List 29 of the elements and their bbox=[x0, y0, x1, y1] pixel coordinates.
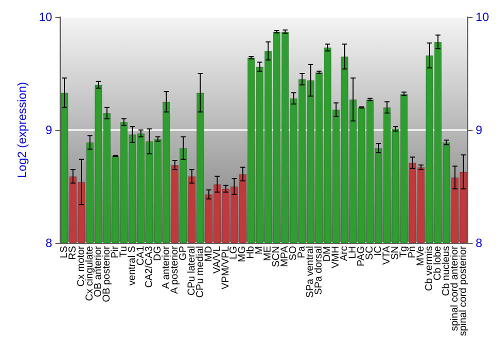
y-axis-title: Log2 (expression) bbox=[15, 82, 29, 178]
y-tick-label: 8 bbox=[46, 236, 53, 250]
x-tick-label: OB posterior bbox=[101, 245, 112, 302]
x-tick-label: RS bbox=[67, 246, 78, 260]
y2-tick-label: 10 bbox=[476, 10, 490, 24]
x-tick-label: DG bbox=[152, 246, 164, 261]
x-tick-label: Pir bbox=[110, 245, 121, 258]
x-tick-label: CA1 bbox=[135, 246, 146, 266]
y2-tick-label: 8 bbox=[476, 236, 483, 250]
y-tick-label: 10 bbox=[38, 10, 53, 24]
x-tick-label: Tg bbox=[398, 246, 410, 258]
x-tick-label: Tu bbox=[118, 246, 130, 258]
x-tick-label: spinal cord anterior bbox=[449, 245, 460, 332]
x-tick-label: Cx cingulate bbox=[84, 246, 96, 302]
x-tick-label: MVe bbox=[415, 246, 426, 266]
y2-tick-label: 9 bbox=[476, 123, 483, 137]
x-tick-label: A posterior bbox=[169, 245, 180, 294]
x-tick-label: spinal cord posterior bbox=[458, 245, 469, 336]
x-tick-label: Pn bbox=[406, 246, 418, 258]
y-tick-label: 9 bbox=[46, 123, 53, 137]
x-tick-label: ventral S bbox=[126, 246, 138, 286]
x-tick-label: OB anterior bbox=[92, 245, 104, 298]
x-tick-label: CPu medial bbox=[194, 246, 206, 298]
x-tick-label: CA2/CA3 bbox=[144, 246, 155, 288]
x-tick-label: Cb lobe bbox=[432, 246, 444, 280]
x-tick-label: GP bbox=[178, 246, 189, 260]
x-tick-label: Cb nucleus bbox=[440, 246, 452, 296]
x-tick-label: A anterior bbox=[160, 245, 172, 289]
x-tick-label: LS bbox=[58, 246, 70, 258]
